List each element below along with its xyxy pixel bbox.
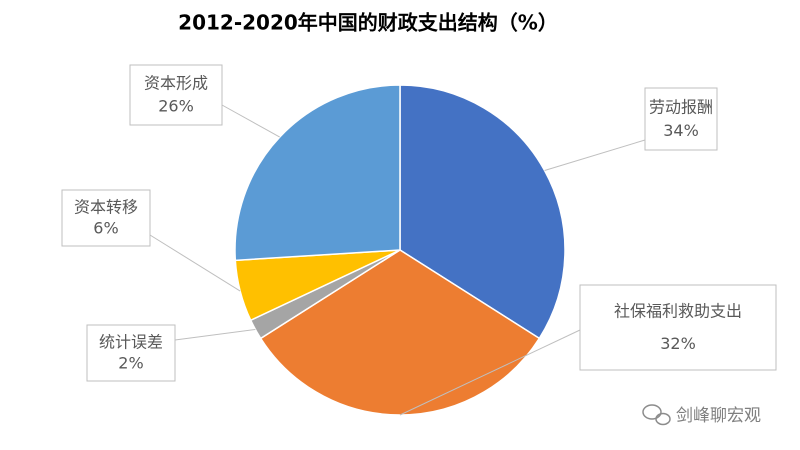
category-label: 社保福利救助支出	[614, 302, 742, 321]
label-box	[129, 64, 223, 126]
category-label: 劳动报酬	[649, 97, 713, 116]
value-label: 26%	[158, 97, 194, 116]
value-label: 6%	[93, 219, 118, 238]
chart-title: 2012-2020年中国的财政支出结构（%）	[178, 11, 558, 35]
value-label: 2%	[118, 354, 143, 373]
label-box	[61, 189, 151, 247]
value-label: 34%	[663, 121, 699, 140]
category-label: 统计误差	[99, 332, 163, 351]
category-label: 资本形成	[144, 74, 208, 93]
value-label: 32%	[660, 334, 696, 353]
label-box	[579, 284, 777, 371]
pie-slice	[234, 84, 401, 262]
leader-line	[544, 139, 646, 171]
leader-line	[399, 329, 581, 416]
label-box	[644, 87, 718, 151]
leader-line	[174, 328, 256, 341]
leader-line	[149, 234, 241, 292]
leader-line	[221, 104, 280, 138]
watermark-icon	[642, 404, 671, 426]
watermark: 剑峰聊宏观	[676, 406, 761, 426]
label-box	[86, 324, 176, 382]
pie-slice	[399, 84, 566, 340]
category-label: 资本转移	[74, 197, 138, 216]
